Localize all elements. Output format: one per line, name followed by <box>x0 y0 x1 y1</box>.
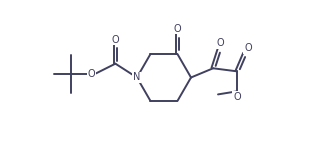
Text: O: O <box>174 24 181 34</box>
Text: O: O <box>217 38 225 48</box>
Text: N: N <box>133 73 141 82</box>
Text: O: O <box>233 92 241 102</box>
Text: O: O <box>112 35 119 45</box>
Text: O: O <box>88 69 95 79</box>
Text: O: O <box>244 43 252 53</box>
